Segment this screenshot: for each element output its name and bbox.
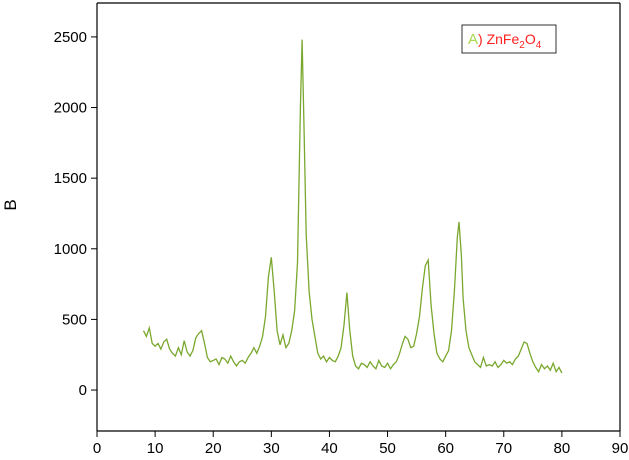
- x-tick-label: 30: [263, 440, 280, 457]
- x-tick-label: 60: [437, 440, 454, 457]
- legend-text: ) ZnFe: [478, 31, 519, 47]
- x-tick-label: 70: [495, 440, 512, 457]
- x-tick-label: 90: [612, 440, 629, 457]
- legend-text: 2: [519, 40, 525, 51]
- y-tick-label: 2000: [54, 100, 87, 117]
- y-tick-label: 2500: [54, 29, 87, 46]
- x-tick-label: 40: [321, 440, 338, 457]
- line-series: [142, 39, 563, 374]
- x-tick-label: 20: [205, 440, 222, 457]
- legend-text: O: [525, 31, 536, 47]
- legend-series-name: A: [468, 31, 478, 48]
- legend-box: [461, 24, 557, 54]
- x-tick-label: 10: [147, 440, 164, 457]
- y-axis-label: B: [1, 199, 20, 210]
- legend-label: A) ZnFe2O4: [468, 31, 542, 51]
- x-tick-label: 50: [379, 440, 396, 457]
- y-tick-label: 1500: [54, 170, 87, 187]
- x-tick-label: 0: [93, 440, 101, 457]
- y-tick-label: 500: [62, 311, 87, 328]
- x-tick-label: 80: [554, 440, 571, 457]
- y-tick-label: 1000: [54, 241, 87, 258]
- legend-text: 4: [536, 40, 542, 51]
- y-tick-label: 0: [79, 382, 87, 399]
